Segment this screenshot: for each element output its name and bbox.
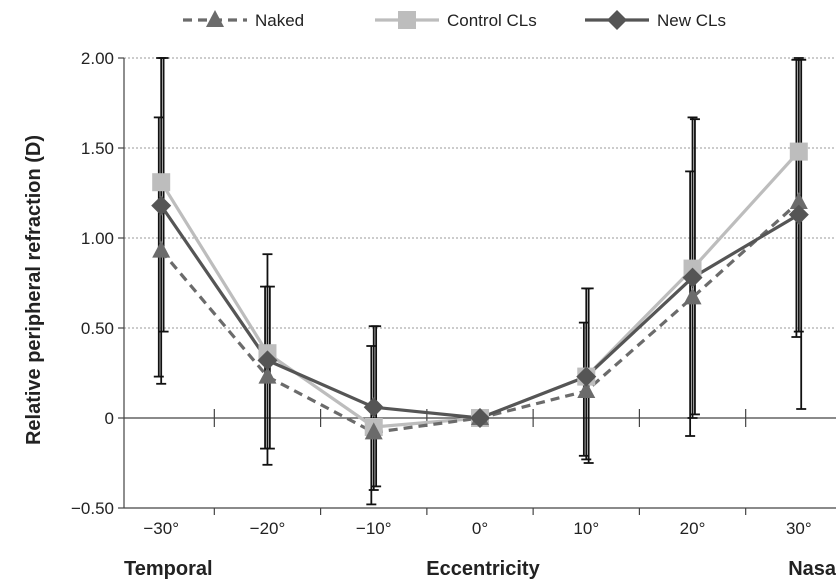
y-tick-label: 1.00 <box>81 229 114 248</box>
data-point <box>470 408 490 428</box>
x-tick-label: 0° <box>472 519 488 538</box>
x-tick-label: 30° <box>786 519 812 538</box>
x-tick-label: 20° <box>680 519 706 538</box>
data-point <box>257 350 278 371</box>
x-tick-label: 10° <box>573 519 599 538</box>
legend-marker <box>206 10 224 27</box>
tick-labels: −0.50 0 0.50 1.00 1.50 2.00 −30° −20° −10° 0° 10° 2… <box>71 49 812 538</box>
side-label-left: Temporal <box>124 558 213 580</box>
data-point <box>152 240 171 258</box>
series-markers <box>151 142 809 440</box>
data-point <box>364 422 383 440</box>
legend: Naked Control CLs New CLs <box>183 10 726 30</box>
legend-label: Naked <box>255 11 304 30</box>
x-tick-label: −20° <box>250 519 286 538</box>
legend-label: Control CLs <box>447 11 537 30</box>
legend-label: New CLs <box>657 11 726 30</box>
legend-marker <box>398 11 416 29</box>
series-line-new-cls <box>159 204 800 420</box>
data-point <box>682 267 703 288</box>
x-axis-label: Eccentricity <box>426 558 540 580</box>
data-point <box>577 381 596 398</box>
data-point <box>789 192 808 209</box>
y-tick-label: 0.50 <box>81 319 114 338</box>
data-point <box>789 142 808 161</box>
x-tick-label: −10° <box>356 519 392 538</box>
data-point <box>152 173 171 192</box>
y-tick-label: 1.50 <box>81 139 114 158</box>
x-tick-label: −30° <box>143 519 179 538</box>
data-point <box>683 287 702 305</box>
y-tick-label: −0.50 <box>71 499 114 518</box>
grid <box>124 57 836 329</box>
legend-marker <box>607 10 627 30</box>
side-label-right: Nasa <box>788 558 836 580</box>
y-axis-label: Relative peripheral refraction (D) <box>23 135 45 445</box>
data-point <box>258 366 277 384</box>
series-lines <box>159 150 800 434</box>
y-tick-label: 0 <box>105 409 114 428</box>
data-point <box>576 366 597 387</box>
data-point <box>363 397 384 418</box>
series-line-naked <box>159 200 800 434</box>
data-point <box>151 195 172 216</box>
series-line-control-cls <box>159 150 800 429</box>
y-tick-label: 2.00 <box>81 49 114 68</box>
data-point <box>788 204 809 225</box>
